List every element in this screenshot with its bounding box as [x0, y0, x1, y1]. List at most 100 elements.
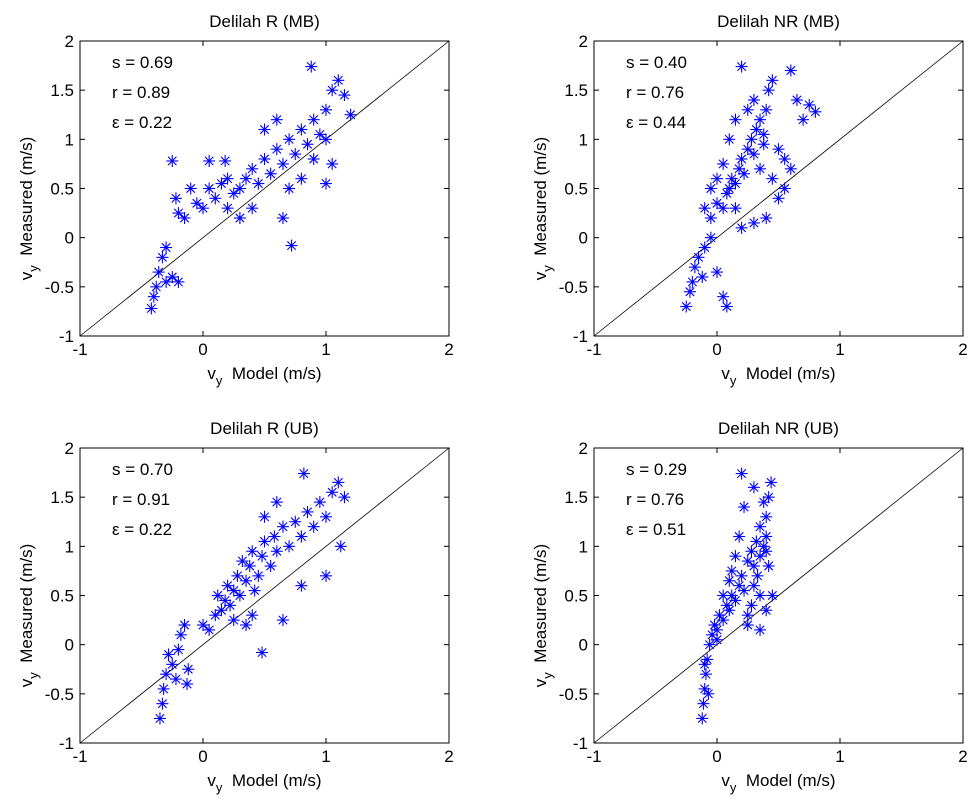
stat-annotation: ε = 0.44	[626, 113, 686, 132]
data-point	[772, 143, 785, 156]
stat-annotation: ε = 0.22	[112, 520, 172, 539]
data-point	[772, 192, 785, 205]
data-point	[233, 212, 246, 224]
data-point	[270, 143, 283, 156]
data-point	[754, 520, 767, 533]
one-to-one-line	[79, 447, 450, 744]
x-tick-label: 2	[958, 340, 967, 359]
data-point	[784, 162, 797, 175]
x-axis-label: vy Model (m/s)	[207, 771, 321, 795]
data-point	[760, 510, 773, 523]
x-tick-label: 1	[835, 747, 844, 766]
data-point	[747, 148, 760, 161]
data-point	[750, 535, 763, 548]
data-point	[221, 579, 234, 592]
data-point	[729, 594, 742, 607]
data-point	[162, 648, 175, 661]
data-point	[307, 113, 320, 126]
data-point	[320, 133, 332, 146]
y-tick-label: 1	[579, 537, 588, 556]
y-tick-label: -1	[573, 734, 588, 753]
y-tick-label: 0	[65, 229, 74, 248]
y-tick-label: 1.5	[564, 81, 588, 100]
data-point	[172, 643, 185, 656]
data-point	[295, 530, 308, 543]
data-point	[215, 604, 228, 617]
data-point	[150, 280, 163, 293]
data-point	[160, 241, 173, 254]
data-point	[338, 89, 351, 102]
data-point	[698, 202, 711, 215]
data-point	[741, 143, 754, 156]
data-point	[747, 216, 760, 229]
data-point	[729, 113, 742, 126]
y-tick-label: -0.5	[45, 278, 74, 297]
data-point	[725, 564, 738, 577]
y-tick-label: -0.5	[559, 685, 588, 704]
data-point	[276, 157, 289, 170]
data-point	[703, 638, 716, 651]
data-point	[305, 60, 318, 73]
data-point	[172, 207, 185, 220]
data-point	[169, 192, 182, 205]
stat-annotation: ε = 0.51	[626, 520, 686, 539]
data-point	[766, 74, 779, 87]
data-point	[297, 467, 310, 480]
data-point	[276, 614, 289, 627]
x-tick-label: 0	[198, 747, 207, 766]
data-point	[738, 501, 751, 513]
data-point	[809, 105, 822, 118]
data-point	[160, 668, 173, 681]
x-tick-label: 0	[198, 340, 207, 359]
data-point	[166, 658, 179, 671]
data-point	[747, 560, 760, 572]
data-point	[252, 177, 265, 190]
y-tick-label: 0	[65, 636, 74, 655]
data-point	[190, 197, 203, 210]
y-tick-label: -1	[573, 327, 588, 346]
y-tick-label: 1	[65, 130, 74, 149]
data-point	[735, 153, 748, 165]
data-point	[246, 162, 259, 175]
y-axis-label: vy Measured (m/s)	[531, 137, 555, 280]
y-tick-label: 2	[579, 439, 588, 458]
data-point	[246, 609, 259, 622]
y-tick-label: 0	[579, 636, 588, 655]
data-point	[256, 646, 269, 659]
data-point	[203, 154, 216, 167]
data-point	[754, 589, 767, 602]
y-tick-label: 2	[65, 32, 74, 51]
data-point	[231, 569, 244, 582]
data-point	[738, 167, 751, 180]
data-point	[754, 550, 767, 563]
x-tick-label: 2	[444, 340, 453, 359]
data-point	[285, 239, 298, 252]
data-point	[696, 712, 709, 725]
data-point	[203, 623, 216, 636]
data-point	[264, 560, 277, 572]
data-point	[760, 545, 773, 558]
data-point	[258, 153, 271, 165]
data-point	[735, 60, 748, 73]
y-tick-label: 1	[579, 130, 588, 149]
data-point	[344, 108, 357, 121]
data-point	[258, 535, 271, 548]
data-point	[258, 123, 271, 136]
data-point	[702, 687, 715, 700]
data-point	[166, 154, 179, 167]
data-point	[704, 231, 717, 244]
y-tick-label: 1.5	[50, 488, 74, 507]
data-point	[270, 545, 283, 558]
data-point	[256, 550, 269, 563]
data-point	[320, 510, 332, 523]
data-point	[152, 266, 165, 279]
data-point	[723, 182, 736, 195]
data-point	[326, 486, 339, 499]
data-point	[683, 285, 696, 298]
y-tick-label: -1	[59, 734, 74, 753]
data-point	[697, 697, 710, 710]
scatter-panel-1: -1 0 1 2 -1 -0.5 0 0.5 1 1.5 2 Delilah R (MB) vy Mod…	[17, 12, 454, 388]
stat-annotation: r = 0.91	[112, 490, 170, 509]
data-point	[209, 609, 222, 622]
data-point	[760, 212, 773, 224]
